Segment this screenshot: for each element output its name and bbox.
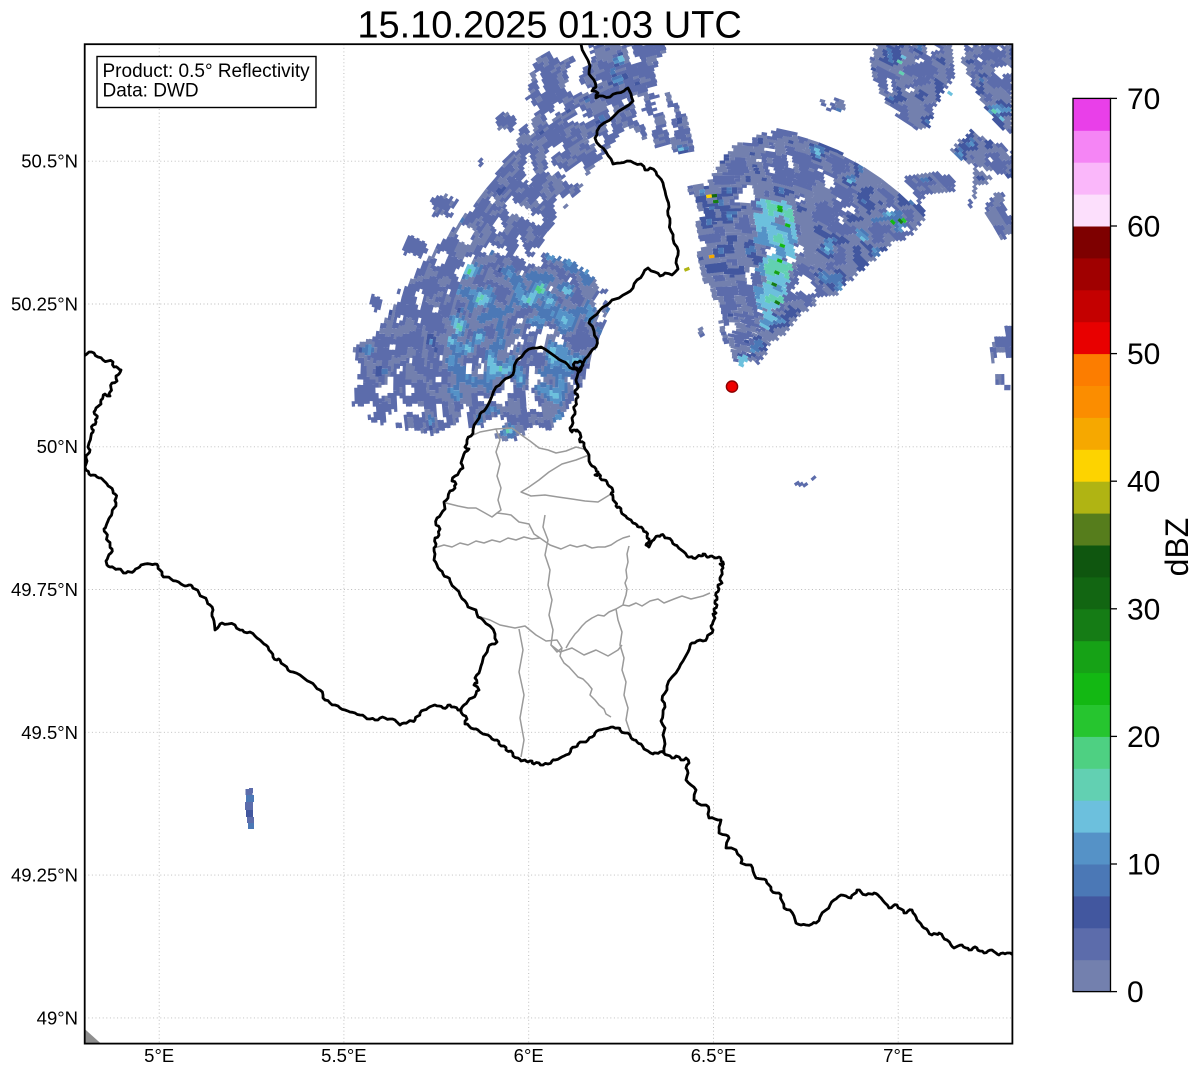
svg-text:5.5°E: 5.5°E bbox=[321, 1045, 366, 1066]
svg-text:0: 0 bbox=[1127, 976, 1144, 1009]
svg-text:50.25°N: 50.25°N bbox=[11, 294, 78, 315]
svg-text:50°N: 50°N bbox=[37, 436, 78, 457]
svg-text:10: 10 bbox=[1127, 849, 1160, 882]
svg-text:49.25°N: 49.25°N bbox=[11, 865, 78, 886]
svg-text:50.5°N: 50.5°N bbox=[21, 151, 78, 172]
svg-text:30: 30 bbox=[1127, 593, 1160, 626]
svg-text:6.5°E: 6.5°E bbox=[691, 1045, 736, 1066]
svg-text:dBZ: dBZ bbox=[1159, 518, 1195, 577]
svg-text:5°E: 5°E bbox=[144, 1045, 174, 1066]
svg-text:6°E: 6°E bbox=[514, 1045, 544, 1066]
svg-text:Data: DWD: Data: DWD bbox=[103, 81, 199, 102]
svg-text:20: 20 bbox=[1127, 721, 1160, 754]
svg-text:Product: 0.5° Reflectivity: Product: 0.5° Reflectivity bbox=[103, 61, 311, 82]
svg-text:49°N: 49°N bbox=[37, 1007, 78, 1028]
svg-text:40: 40 bbox=[1127, 466, 1160, 499]
svg-text:49.75°N: 49.75°N bbox=[11, 579, 78, 600]
svg-text:49.5°N: 49.5°N bbox=[21, 722, 78, 743]
svg-text:7°E: 7°E bbox=[883, 1045, 913, 1066]
svg-text:60: 60 bbox=[1127, 211, 1160, 244]
svg-text:15.10.2025 01:03 UTC: 15.10.2025 01:03 UTC bbox=[357, 5, 742, 47]
svg-text:70: 70 bbox=[1127, 83, 1160, 116]
svg-text:50: 50 bbox=[1127, 338, 1160, 371]
